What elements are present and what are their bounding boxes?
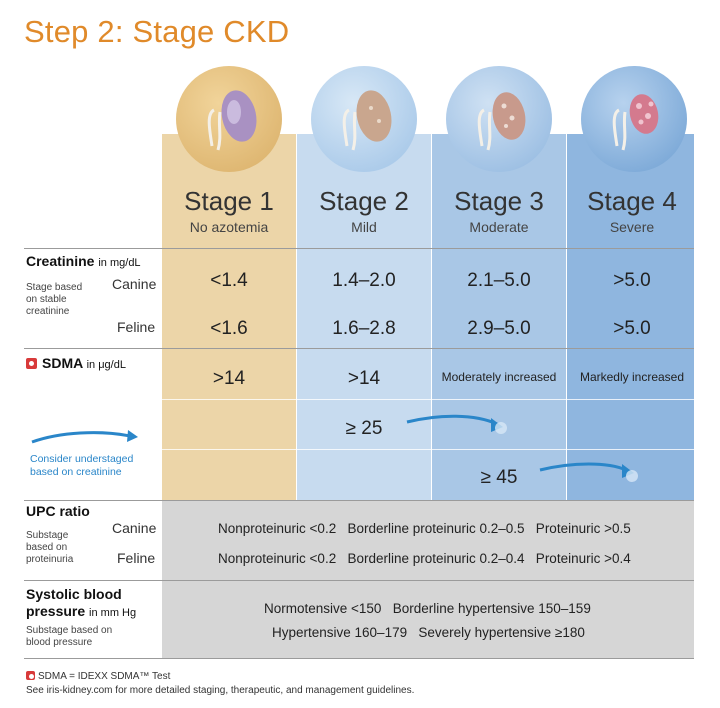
stage-3-title: Stage 3 <box>454 186 544 216</box>
stage-4-column <box>567 134 694 500</box>
upc-canine-label: Canine <box>112 520 157 536</box>
upc-feline-label: Feline <box>117 550 156 566</box>
creatinine-canine-stage-3: 2.1–5.0 <box>467 270 531 291</box>
stage-1-subtitle: No azotemia <box>189 219 269 235</box>
bp-label: Systolic blood pressure in mm Hg <box>26 586 137 619</box>
creatinine-feline-stage-1: <1.6 <box>210 318 248 339</box>
stage-3-column <box>432 134 566 500</box>
upc-canine-values: Nonproteinuric <0.2 Borderline proteinur… <box>218 521 631 536</box>
stage-1-title: Stage 1 <box>184 186 274 216</box>
kidney-stage-2-image <box>311 66 417 172</box>
stage-1-column <box>162 134 296 500</box>
bp-substage-note: Substage based on blood pressure <box>26 625 113 648</box>
creatinine-canine-label: Canine <box>112 276 157 292</box>
divider <box>24 348 694 349</box>
creatinine-feline-stage-4: >5.0 <box>613 318 651 339</box>
creatinine-feline-stage-2: 1.6–2.8 <box>332 318 396 339</box>
creatinine-label: Creatinine in mg/dL <box>26 253 141 269</box>
creatinine-stage-note: Stage based on stable creatinine <box>26 282 83 317</box>
sdma-icon <box>26 671 35 680</box>
stage-3-subtitle: Moderate <box>469 219 529 235</box>
footer-see-note: See iris-kidney.com for more detailed st… <box>26 685 415 696</box>
blood-pressure-panel <box>162 581 694 658</box>
footer-sdma-note: SDMA = IDEXX SDMA™ Test <box>26 671 170 682</box>
stage-2-column <box>297 134 431 500</box>
divider <box>24 500 694 501</box>
bp-line-2: Hypertensive 160–179 Severely hypertensi… <box>272 625 585 640</box>
sdma-note: Consider understaged based on creatinine <box>30 453 134 478</box>
kidney-stage-1-image <box>176 66 282 172</box>
sdma-icon <box>26 358 37 369</box>
divider <box>162 449 694 450</box>
upc-feline-values: Nonproteinuric <0.2 Borderline proteinur… <box>218 551 631 566</box>
upc-label: UPC ratio <box>26 503 90 519</box>
sdma-stage-4: Markedly increased <box>579 370 685 384</box>
arrow-right-icon <box>31 430 138 444</box>
page-title: Step 2: Stage CKD <box>24 14 290 49</box>
sdma-upstage-canine: ≥ 25 <box>345 418 383 439</box>
creatinine-canine-stage-2: 1.4–2.0 <box>332 270 396 291</box>
sdma-upstage-feline: ≥ 45 <box>480 467 518 488</box>
kidney-stage-4-image <box>581 66 687 172</box>
arrow-right-icon <box>406 414 507 434</box>
divider <box>162 399 694 400</box>
upc-substage-note: Substage based on proteinuria <box>26 530 74 565</box>
creatinine-feline-stage-3: 2.9–5.0 <box>467 318 531 339</box>
stage-4-title: Stage 4 <box>587 186 677 216</box>
kidney-stage-3-image <box>446 66 552 172</box>
sdma-stage-3: Moderately increased <box>441 370 557 384</box>
stage-2-title: Stage 2 <box>319 186 409 216</box>
upc-panel <box>162 501 694 580</box>
creatinine-canine-stage-1: <1.4 <box>210 270 248 291</box>
stage-2-subtitle: Mild <box>351 219 377 235</box>
sdma-stage-2: >14 <box>347 368 381 389</box>
divider <box>24 248 694 249</box>
stage-4-subtitle: Severe <box>609 219 655 235</box>
creatinine-canine-stage-4: >5.0 <box>613 270 651 291</box>
sdma-stage-1: >14 <box>212 368 246 389</box>
divider <box>24 580 694 581</box>
sdma-label: SDMA in μg/dL <box>26 355 126 371</box>
creatinine-feline-label: Feline <box>117 319 156 335</box>
arrow-right-icon <box>539 462 638 482</box>
bp-line-1: Normotensive <150 Borderline hypertensiv… <box>264 601 591 616</box>
divider <box>24 658 694 659</box>
